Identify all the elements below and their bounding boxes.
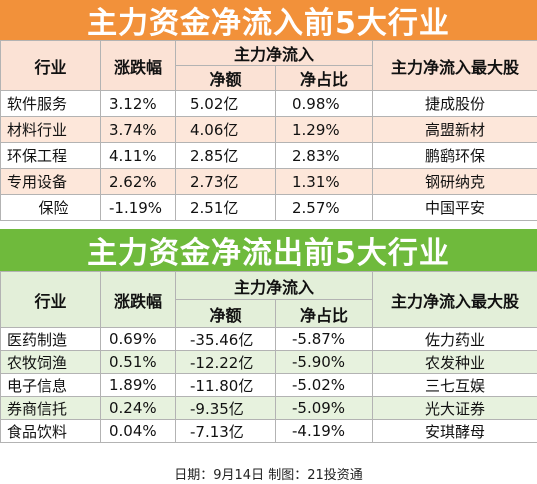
top-stock-cell: 佐力药业 — [372, 327, 537, 351]
industry-cell: 保险 — [0, 194, 101, 221]
table-row: 专用设备 2.62% 2.73亿 1.31% 钢研纳克 — [0, 168, 537, 195]
industry-cell: 食品饮料 — [0, 419, 101, 443]
industry-cell: 环保工程 — [0, 142, 101, 169]
amount-cell: -12.22亿 — [175, 350, 276, 374]
header-ratio: 净占比 — [274, 65, 374, 91]
industry-cell: 农牧饲渔 — [0, 350, 101, 374]
amount-cell: 2.51亿 — [175, 194, 276, 221]
table-row: 软件服务 3.12% 5.02亿 0.98% 捷成股份 — [0, 90, 537, 117]
outflow-rows: 医药制造 0.69% -35.46亿 -5.87% 佐力药业 农牧饲渔 0.51% -12.2… — [0, 327, 537, 443]
table-row: 食品饮料 0.04% -7.13亿 -4.19% 安琪酵母 — [0, 419, 537, 443]
header-top-stock: 主力净流入最大股 — [372, 40, 537, 91]
change-cell: 3.74% — [100, 116, 176, 143]
table-row: 保险 -1.19% 2.51亿 2.57% 中国平安 — [0, 194, 537, 221]
outflow-title: 主力资金净流出前5大行业 — [0, 229, 537, 271]
ratio-cell: 1.31% — [274, 168, 374, 195]
ratio-cell: 1.29% — [274, 116, 374, 143]
table-row: 材料行业 3.74% 4.06亿 1.29% 高盟新材 — [0, 116, 537, 143]
amount-cell: 2.85亿 — [175, 142, 276, 169]
change-cell: 0.24% — [100, 396, 176, 420]
header-amount: 净额 — [175, 299, 276, 328]
top-stock-cell: 鹏鹞环保 — [372, 142, 537, 169]
top-stock-cell: 捷成股份 — [372, 90, 537, 117]
top-stock-cell: 安琪酵母 — [372, 419, 537, 443]
industry-cell: 券商信托 — [0, 396, 101, 420]
industry-cell: 电子信息 — [0, 373, 101, 397]
ratio-cell: -5.87% — [274, 327, 374, 351]
header-industry: 行业 — [0, 271, 101, 328]
change-cell: 0.04% — [100, 419, 176, 443]
amount-cell: -7.13亿 — [175, 419, 276, 443]
amount-cell: -9.35亿 — [175, 396, 276, 420]
change-cell: 0.51% — [100, 350, 176, 374]
change-cell: 0.69% — [100, 327, 176, 351]
outflow-table: 行业 涨跌幅 主力净流入 主力净流入最大股 净额 净占比 医药制造 0.69% -3… — [0, 271, 537, 443]
change-cell: 3.12% — [100, 90, 176, 117]
inflow-title: 主力资金净流入前5大行业 — [0, 0, 537, 41]
header-change: 涨跌幅 — [100, 40, 176, 91]
header-industry: 行业 — [0, 40, 101, 91]
top-stock-cell: 光大证券 — [372, 396, 537, 420]
ratio-cell: -5.09% — [274, 396, 374, 420]
change-cell: 4.11% — [100, 142, 176, 169]
ratio-cell: -4.19% — [274, 419, 374, 443]
amount-cell: -35.46亿 — [175, 327, 276, 351]
top-stock-cell: 高盟新材 — [372, 116, 537, 143]
amount-cell: 2.73亿 — [175, 168, 276, 195]
ratio-cell: -5.90% — [274, 350, 374, 374]
top-stock-cell: 三七互娱 — [372, 373, 537, 397]
header-top-stock: 主力净流入最大股 — [372, 271, 537, 328]
change-cell: 2.62% — [100, 168, 176, 195]
table-row: 医药制造 0.69% -35.46亿 -5.87% 佐力药业 — [0, 327, 537, 351]
table-row: 电子信息 1.89% -11.80亿 -5.02% 三七互娱 — [0, 373, 537, 397]
industry-cell: 软件服务 — [0, 90, 101, 117]
header-change: 涨跌幅 — [100, 271, 176, 328]
inflow-table: 行业 涨跌幅 主力净流入 主力净流入最大股 净额 净占比 软件服务 3.12% 5.… — [0, 40, 537, 221]
header-amount: 净额 — [175, 65, 276, 91]
amount-cell: -11.80亿 — [175, 373, 276, 397]
header-main-inflow: 主力净流入 — [174, 40, 374, 66]
amount-cell: 4.06亿 — [175, 116, 276, 143]
table-row: 农牧饲渔 0.51% -12.22亿 -5.90% 农发种业 — [0, 350, 537, 374]
ratio-cell: 2.83% — [274, 142, 374, 169]
change-cell: 1.89% — [100, 373, 176, 397]
industry-cell: 材料行业 — [0, 116, 101, 143]
ratio-cell: -5.02% — [274, 373, 374, 397]
header-ratio: 净占比 — [274, 299, 374, 328]
industry-cell: 医药制造 — [0, 327, 101, 351]
footer-credit: 日期：9月14日 制图：21投资通 — [0, 463, 537, 484]
table-row: 环保工程 4.11% 2.85亿 2.83% 鹏鹞环保 — [0, 142, 537, 169]
ratio-cell: 0.98% — [274, 90, 374, 117]
change-cell: -1.19% — [100, 194, 176, 221]
industry-cell: 专用设备 — [0, 168, 101, 195]
header-main-inflow: 主力净流入 — [174, 271, 374, 300]
top-stock-cell: 钢研纳克 — [372, 168, 537, 195]
amount-cell: 5.02亿 — [175, 90, 276, 117]
top-stock-cell: 中国平安 — [372, 194, 537, 221]
inflow-rows: 软件服务 3.12% 5.02亿 0.98% 捷成股份 材料行业 3.74% 4.06亿 1.2… — [0, 90, 537, 221]
top-stock-cell: 农发种业 — [372, 350, 537, 374]
table-row: 券商信托 0.24% -9.35亿 -5.09% 光大证券 — [0, 396, 537, 420]
ratio-cell: 2.57% — [274, 194, 374, 221]
